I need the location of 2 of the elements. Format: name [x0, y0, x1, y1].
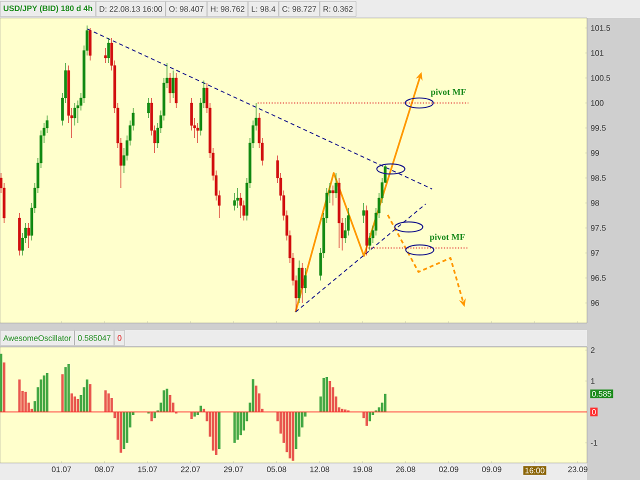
series-label: pivot MF	[430, 88, 466, 97]
series-label: pivot MF	[430, 234, 465, 242]
